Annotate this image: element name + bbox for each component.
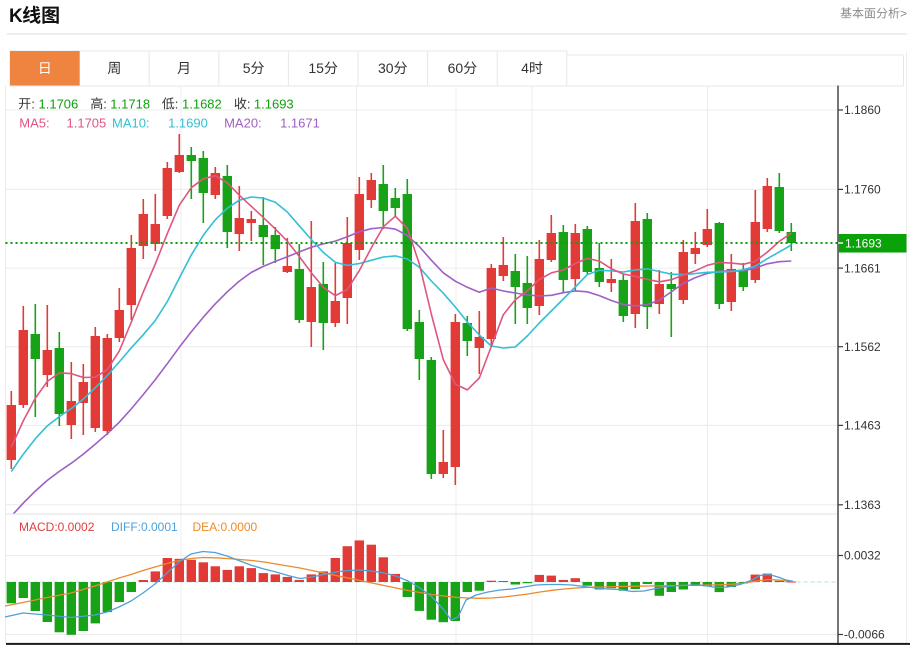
svg-text:MA10:: MA10: <box>112 115 150 130</box>
svg-text::: : <box>103 96 107 111</box>
svg-text::: : <box>247 96 251 111</box>
svg-text:1.1661: 1.1661 <box>844 261 881 275</box>
svg-text:DEA:0.0000: DEA:0.0000 <box>193 520 258 534</box>
svg-text:1.1690: 1.1690 <box>168 115 208 130</box>
svg-text:1.1682: 1.1682 <box>182 96 222 111</box>
svg-text:K: K <box>9 6 23 27</box>
svg-text:>: > <box>900 7 907 21</box>
svg-text:DIFF:0.0001: DIFF:0.0001 <box>111 520 178 534</box>
svg-text:1.1860: 1.1860 <box>844 103 881 117</box>
svg-text:MA5:: MA5: <box>19 115 49 130</box>
svg-text:1.1718: 1.1718 <box>110 96 150 111</box>
svg-text:1.1693: 1.1693 <box>254 96 294 111</box>
svg-text:1.1760: 1.1760 <box>844 183 881 197</box>
svg-text:1.1671: 1.1671 <box>280 115 320 130</box>
svg-text:1.1693: 1.1693 <box>845 237 882 251</box>
svg-text:15: 15 <box>308 60 324 76</box>
svg-text:1.1363: 1.1363 <box>844 498 881 512</box>
svg-text:1.1706: 1.1706 <box>39 96 79 111</box>
svg-text:1.1705: 1.1705 <box>67 115 107 130</box>
svg-text::: : <box>175 96 179 111</box>
svg-text:30: 30 <box>378 60 394 76</box>
svg-text:60: 60 <box>448 60 464 76</box>
svg-text:MA20:: MA20: <box>224 115 262 130</box>
svg-text:0.0032: 0.0032 <box>844 549 881 563</box>
svg-text:-0.0066: -0.0066 <box>844 628 885 642</box>
svg-text:5: 5 <box>243 60 251 76</box>
svg-text::: : <box>31 96 35 111</box>
svg-text:MACD:0.0002: MACD:0.0002 <box>19 520 95 534</box>
svg-text:1.1463: 1.1463 <box>844 419 881 433</box>
svg-text:1.1562: 1.1562 <box>844 340 881 354</box>
svg-text:4: 4 <box>521 60 529 76</box>
